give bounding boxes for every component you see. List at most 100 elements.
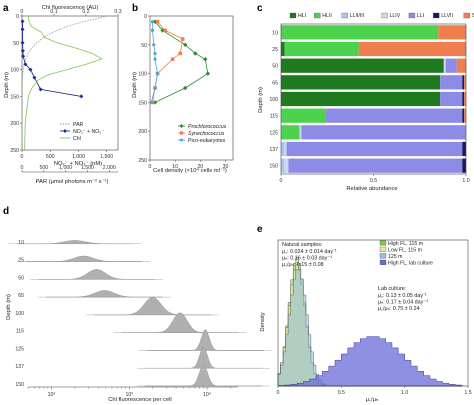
- panel-c-bar-segment: [445, 58, 457, 73]
- panel-b-legend-label: Prochlorococcus: [188, 124, 227, 130]
- panel-d-y-tick-label: 10: [18, 240, 24, 246]
- panel-b-point: [178, 51, 182, 56]
- panel-e-xlabel: μ꜀/μₙ: [366, 397, 379, 403]
- panel-a-bottom-tick-label-1: 0: [21, 154, 24, 160]
- panel-c-y-tick-label: 137: [269, 147, 278, 153]
- panel-b-point: [152, 19, 158, 24]
- panel-e-natural-line: μ꜀: 0.024 ± 0.014 day⁻¹: [282, 249, 337, 255]
- panel-a-y-tick-label: 100: [10, 68, 19, 74]
- panel-e-legend-swatch: [379, 240, 387, 246]
- panel-c-y-tick-label: 125: [269, 130, 278, 136]
- panel-a-nitrate-point: [20, 40, 25, 45]
- panel-b-y-tick-label: 0: [144, 14, 147, 20]
- panel-c-bar-segment: [462, 108, 465, 123]
- panel-c-legend-label: HLII: [322, 13, 332, 19]
- panel-d-chart: Chl fluorescence per cell Depth (m) 10 25…: [6, 240, 272, 403]
- panel-a-top-tick-label: 0.1: [50, 9, 57, 15]
- panel-a-bottom-tick-label-2: 0: [21, 165, 24, 171]
- panel-c-bar-segment: [462, 91, 465, 107]
- panel-letter-b: b: [132, 3, 138, 14]
- panel-e-frame: [277, 239, 469, 387]
- panel-b-point: [152, 100, 158, 105]
- panel-a-bottom-tick-label-2: 2,000: [103, 165, 116, 171]
- panel-d-xlabel: Chl fluorescence per cell: [108, 397, 171, 403]
- panel-c-y-tick-label: 100: [269, 97, 278, 103]
- panel-e-legend-swatch: [379, 259, 387, 265]
- panel-b-x-tick-label: 20: [197, 164, 203, 170]
- panel-b-point: [150, 28, 155, 32]
- panel-a-series-par: [21, 15, 108, 110]
- panel-c-bar-segment: [462, 158, 466, 173]
- panel-d-ridge: [25, 255, 143, 262]
- panel-b-point: [183, 85, 188, 91]
- panel-e-lab-line: μ꜀: 0.13 ± 0.05 day⁻¹: [378, 293, 427, 299]
- panel-a-top-tick-label: 0.2: [82, 9, 89, 15]
- panel-b-point: [149, 100, 153, 104]
- panel-c-legend-swatch: [408, 12, 416, 19]
- panel-c-bar-segment: [358, 41, 466, 57]
- panel-c-ylabel: Depth (m): [258, 87, 264, 113]
- panel-a-bottom-tick-label-2: 500: [39, 165, 48, 171]
- panel-a-nitrate-point: [38, 87, 43, 92]
- panel-a-series-nitrate: [22, 21, 82, 97]
- panel-e-natural-line: μ꜀/μₙ: 0.15 ± 0.08: [282, 262, 324, 268]
- panel-e-legend-label: High FL, 115 m: [388, 241, 423, 247]
- panel-e-lab-line: μ꜀/μₙ: 0.75 ± 0.24: [378, 306, 420, 312]
- panel-a-bottom-tick-label-1: 1,500: [100, 154, 113, 160]
- panel-a-nitrate-point: [20, 19, 25, 24]
- panel-b-point: [163, 28, 167, 33]
- panel-e-lab-line: μₙ: 0.17 ± 0.04 day⁻¹: [378, 300, 428, 306]
- panel-d-y-tick-label: 25: [18, 258, 24, 264]
- panel-a-nitrate-point: [20, 48, 25, 53]
- panel-c-legend-swatch: [433, 12, 440, 19]
- panel-e-legend-label: 125 m: [388, 254, 402, 260]
- panel-a-bottom-tick-label-1: 500: [46, 154, 55, 160]
- panel-c-bar-segment: [301, 125, 466, 140]
- panel-a-legend-marker: [63, 129, 67, 133]
- panel-b-legend-label: Synechococcus: [188, 131, 225, 137]
- panel-a-top-axis-label: Chl fluorescence (AU): [42, 5, 99, 11]
- panel-letter-c: c: [257, 3, 263, 14]
- panel-c-bar-segment: [456, 58, 466, 73]
- panel-b-x-tick-label: 0: [149, 164, 152, 170]
- panel-a-top-tick-label: 0.3: [114, 9, 121, 15]
- panel-b-xlabel: Cell density (×10⁴ cells ml⁻¹): [153, 167, 227, 174]
- panel-a-bottom-tick-label-2: 1,500: [81, 165, 94, 171]
- panel-a-series-chl: [24, 15, 103, 151]
- panel-a-nitrate-point: [79, 94, 84, 99]
- panel-b-x-tick-label: 30: [223, 164, 229, 170]
- panel-b-point: [153, 86, 157, 90]
- panel-a-chart: Chl fluorescence (AU) NO₂⁻ + NO₃⁻ (nM) P…: [4, 5, 122, 185]
- panel-e-natural-title: Natural samples:: [282, 242, 322, 248]
- panel-d-y-tick-label: 115: [16, 329, 24, 335]
- panel-d-ridge: [38, 269, 156, 280]
- panel-a-legend-label: NO₂⁻ + NO₃⁻: [73, 129, 104, 135]
- panel-e-x-tick-label: 0.5: [338, 390, 345, 396]
- panel-b-point: [203, 57, 208, 62]
- panel-c-y-tick-label: 25: [272, 47, 278, 53]
- panel-d-y-tick-label: 125: [15, 346, 24, 352]
- panel-d-x-tick-label: 10²: [48, 392, 56, 398]
- panel-c-bar-segment: [284, 141, 287, 157]
- panel-b-legend-marker: [179, 124, 184, 128]
- panel-a-nitrate-point: [20, 27, 25, 32]
- panel-e-legend-label: Low FL, 115 m: [388, 248, 422, 254]
- panel-c-bar-segment: [284, 158, 289, 173]
- panel-c-x-tick-label: 1.0: [462, 178, 469, 184]
- panel-c-bar-segment: [299, 125, 302, 140]
- panel-a-y-tick-label: 150: [10, 94, 19, 100]
- panel-c-bar-segment: [438, 25, 466, 40]
- panel-c-bar-segment: [443, 58, 446, 73]
- panel-c-legend-swatch: [341, 12, 348, 19]
- panel-b-point: [152, 43, 156, 47]
- panel-b-point: [155, 72, 160, 76]
- panel-c-bar-segment: [464, 108, 466, 123]
- panel-a-ylabel: Depth (m): [4, 72, 10, 98]
- panel-d-x-tick-label: 10³: [125, 392, 133, 398]
- panel-e-x-tick-label: 1.5: [464, 390, 471, 396]
- panel-c-legend-label: Syn: [472, 13, 474, 19]
- panel-d-ridge: [16, 240, 134, 244]
- panel-c-legend-swatch: [289, 12, 297, 19]
- panel-c-bar-segment: [284, 41, 359, 57]
- panel-b-y-tick-label: 100: [138, 72, 147, 78]
